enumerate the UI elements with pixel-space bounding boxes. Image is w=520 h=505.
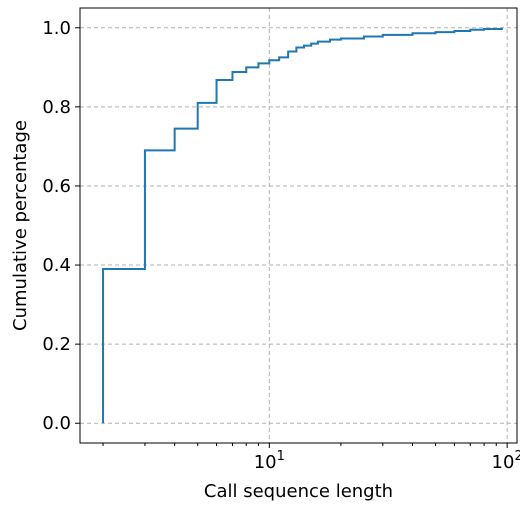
ticks-layer: 0.0 0.2 0.4 0.6 0.8 1.0 101 102: [42, 18, 520, 473]
x-tick-label: 101: [254, 449, 285, 473]
cdf-step-line: [102, 27, 503, 424]
plot-frame: [79, 7, 518, 444]
y-tick-label: 0.2: [42, 334, 71, 355]
y-tick-label: 0.0: [42, 413, 71, 434]
y-tick-label: 0.8: [42, 97, 71, 118]
y-tick-label: 1.0: [42, 18, 71, 39]
series-layer: [102, 27, 503, 424]
y-axis-title: Cumulative percentage: [10, 120, 31, 331]
y-tick-label: 0.4: [42, 255, 71, 276]
x-tick-label: 102: [492, 449, 520, 473]
x-axis-title: Call sequence length: [204, 481, 393, 502]
grid-layer: [80, 8, 517, 443]
y-tick-label: 0.6: [42, 176, 71, 197]
